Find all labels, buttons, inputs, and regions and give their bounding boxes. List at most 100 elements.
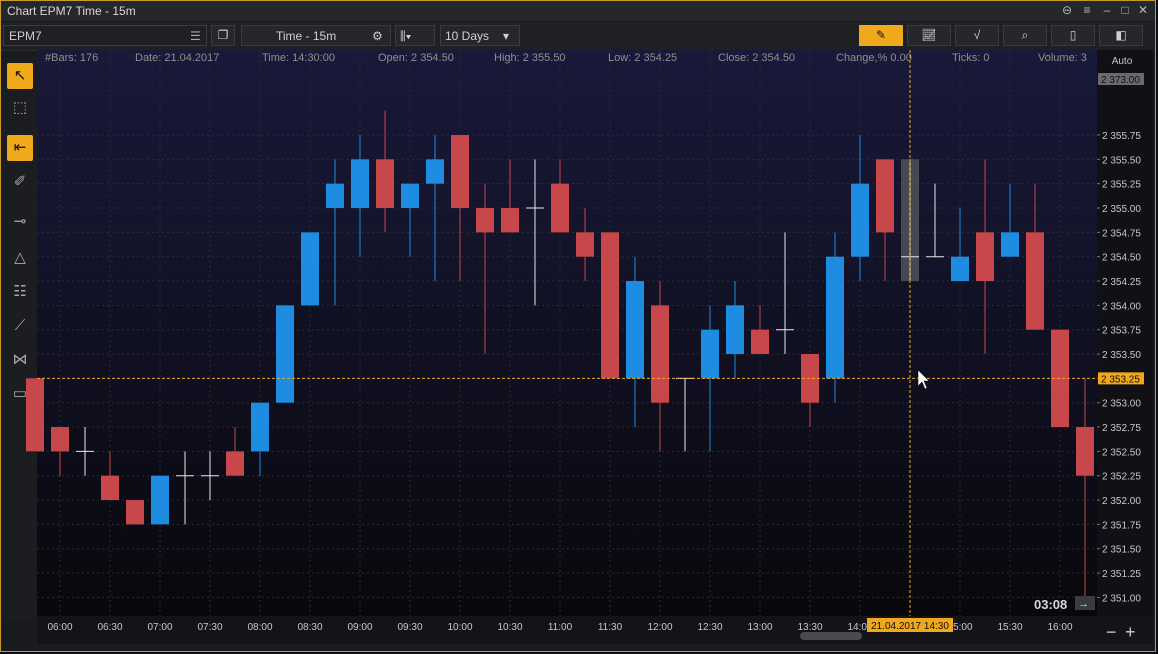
candle-body <box>151 475 169 525</box>
candle-body <box>476 208 494 233</box>
triangle-icon[interactable]: △ <box>14 249 26 266</box>
line-icon[interactable]: ⊸ <box>13 213 27 230</box>
candle-body <box>576 232 594 257</box>
candles-icon: ⫼▾ <box>400 29 412 43</box>
ruler-icon[interactable]: ▭ <box>12 385 28 402</box>
range-selector[interactable]: 10 Days ▾ <box>440 25 520 46</box>
candle-body <box>326 183 344 209</box>
y-tick-label: 2 351.00 <box>1102 593 1141 604</box>
range-text: 10 Days <box>445 29 490 43</box>
panel-icon[interactable]: ◧ <box>1099 25 1143 46</box>
crosshair-icon[interactable]: ⇤ <box>7 135 33 161</box>
copy-icon[interactable]: ❐ <box>211 25 235 46</box>
candle-body <box>751 329 769 355</box>
crosshair-price-label: 2 353.25 <box>1101 374 1140 385</box>
y-tick-label: 2 351.75 <box>1102 520 1141 531</box>
candle-body <box>701 329 719 379</box>
candle-body <box>1001 232 1019 257</box>
interval-selector[interactable]: Time - 15m ⚙ <box>241 25 391 46</box>
minimize-icon[interactable]: – <box>1103 3 1111 17</box>
candle-body <box>1076 427 1094 476</box>
y-tick-label: 2 353.75 <box>1102 326 1141 337</box>
x-tick-label: 10:00 <box>447 622 472 633</box>
y-tick-label: 2 355.75 <box>1102 131 1141 142</box>
x-tick-label: 14:00 <box>847 622 872 633</box>
maximize-icon[interactable]: □ <box>1121 3 1129 17</box>
info-field: Date: 21.04.2017 <box>135 52 219 64</box>
price-axis-panel <box>1097 50 1153 616</box>
gear-icon[interactable]: ⚙ <box>372 29 383 43</box>
arrow-right-icon: → <box>1078 598 1089 610</box>
chart-type-selector[interactable]: ⫼▾ <box>395 25 435 46</box>
candle-body <box>51 427 69 452</box>
y-tick-label: 2 354.50 <box>1102 253 1141 264</box>
link-icon[interactable]: ⊖ <box>1061 3 1073 17</box>
crosshair-price-badge <box>1098 372 1144 385</box>
countdown-timer: 03:08 <box>1034 597 1067 612</box>
info-field: Close: 2 354.50 <box>718 52 795 64</box>
info-field: Volume: 3 <box>1038 52 1087 64</box>
x-tick-label: 08:00 <box>247 622 272 633</box>
y-tick-label: 2 355.25 <box>1102 180 1141 191</box>
trend-icon[interactable]: ⟋ <box>14 317 26 334</box>
y-tick-label: 2 352.25 <box>1102 472 1141 483</box>
chevron-down-icon: ▾ <box>503 29 510 43</box>
close-icon[interactable]: ✕ <box>1137 3 1149 17</box>
auto-scale-label: Auto <box>1112 56 1133 67</box>
candle-body <box>251 402 269 452</box>
candle-body <box>951 256 969 282</box>
crosshair-time-label: 21.04.2017 14:30 <box>871 621 949 632</box>
cursor-icon[interactable]: ↖ <box>7 63 33 89</box>
candle-body <box>351 159 369 209</box>
plot-background <box>37 50 1097 616</box>
candle-body <box>501 208 519 233</box>
pattern-icon[interactable]: ⋈ <box>12 351 28 368</box>
selection-rect-icon[interactable]: ⬚ <box>12 99 28 116</box>
info-field: Ticks: 0 <box>952 52 990 64</box>
y-tick-label: 2 354.00 <box>1102 301 1141 312</box>
x-tick-label: 06:30 <box>97 622 122 633</box>
window-title: Chart EPM7 Time - 15m <box>7 4 136 18</box>
pencil-icon[interactable]: ✎ <box>859 25 903 46</box>
candle-body <box>976 232 994 282</box>
x-tick-label: 13:30 <box>797 622 822 633</box>
mouse-icon[interactable]: ▯ <box>1051 25 1095 46</box>
candle-body <box>626 281 644 379</box>
candle-body <box>851 183 869 257</box>
symbol-text: EPM7 <box>9 29 42 43</box>
candle-body <box>451 135 469 209</box>
candle-body <box>876 159 894 233</box>
candle-body <box>1026 232 1044 330</box>
y-tick-label: 2 354.75 <box>1102 228 1141 239</box>
symbol-field[interactable]: EPM7 ☰ <box>3 25 207 46</box>
candle-body <box>226 451 244 476</box>
candle-body <box>826 256 844 379</box>
search-chart-icon[interactable]: ⌕ <box>1003 25 1047 46</box>
left-toolbar: ↖ ⬚ ⇤ ✐ ⊸ △ ☷ ⟋ ⋈ ▭ <box>1 59 38 619</box>
info-field: Open: 2 354.50 <box>378 52 454 64</box>
candle-body <box>551 183 569 233</box>
x-tick-label: 12:30 <box>697 622 722 633</box>
candle-body <box>726 305 744 355</box>
info-field: High: 2 355.50 <box>494 52 566 64</box>
info-field: Change,% 0.00 <box>836 52 912 64</box>
y-tick-label: 2 355.50 <box>1102 155 1141 166</box>
x-tick-label: 08:30 <box>297 622 322 633</box>
settings-menu-icon[interactable]: ≡ <box>1083 3 1091 17</box>
candle-body <box>401 183 419 209</box>
fib-icon[interactable]: ☷ <box>13 283 27 300</box>
y-tick-label: 2 351.50 <box>1102 545 1141 556</box>
pencil-lock-icon[interactable]: ✐ <box>13 173 27 190</box>
x-tick-label: 16:00 <box>1047 622 1072 633</box>
y-tick-label: 2 352.75 <box>1102 423 1141 434</box>
drawing-tools-icon[interactable]: √ <box>955 25 999 46</box>
candle-body <box>601 232 619 379</box>
info-field: Low: 2 354.25 <box>608 52 677 64</box>
list-icon[interactable]: ☰ <box>190 29 201 43</box>
y-tick-label: 2 352.00 <box>1102 496 1141 507</box>
indicators-icon[interactable]: 📈︎ <box>907 25 951 46</box>
top-price-badge <box>1098 73 1144 85</box>
x-tick-label: 12:00 <box>647 622 672 633</box>
candle-body <box>301 232 319 306</box>
